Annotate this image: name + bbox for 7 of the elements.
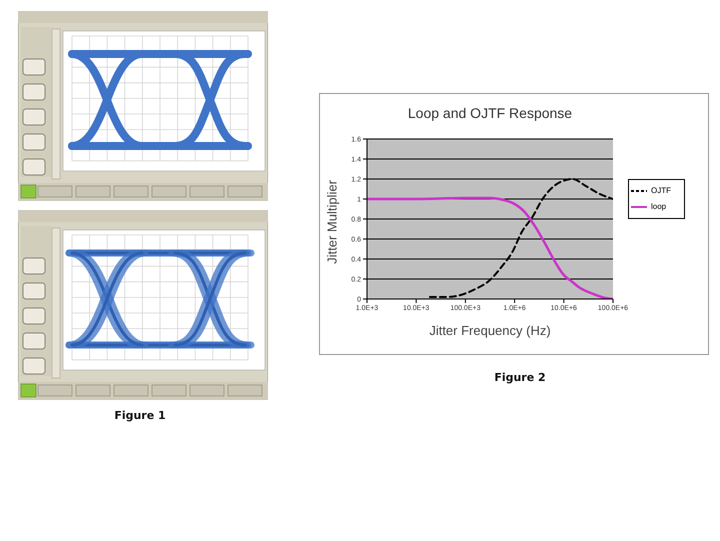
legend-label: OJTF xyxy=(651,186,671,196)
caption: Figure 2 xyxy=(493,371,547,384)
chart-title: Loop and OJTF Response xyxy=(406,105,574,121)
y-axis-title: Jitter Multiplier xyxy=(324,180,340,264)
legend-label: loop xyxy=(651,202,666,212)
caption: Figure 1 xyxy=(113,409,167,422)
x-axis-title: Jitter Frequency (Hz) xyxy=(428,323,552,338)
